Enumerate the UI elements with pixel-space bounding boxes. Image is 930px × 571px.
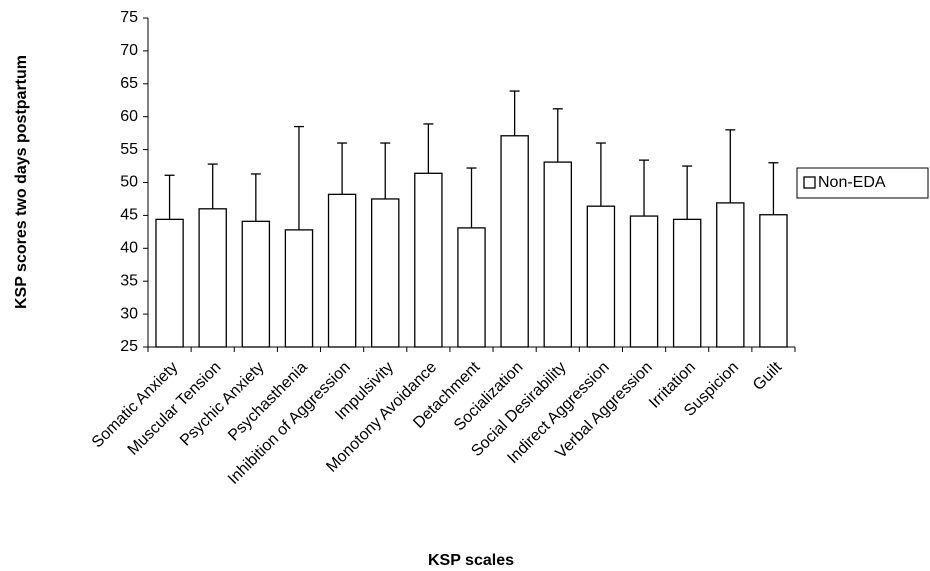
bar bbox=[759, 214, 788, 348]
bar bbox=[414, 172, 443, 348]
legend-box bbox=[796, 167, 929, 199]
y-tick-label: 55 bbox=[120, 141, 138, 158]
x-tick-label: Guilt bbox=[750, 358, 786, 394]
bar bbox=[457, 227, 486, 348]
bar bbox=[672, 218, 702, 348]
y-tick-label: 60 bbox=[120, 108, 138, 125]
legend-swatch bbox=[803, 176, 816, 189]
y-axis-title: KSP scores two days postpartum bbox=[13, 55, 30, 309]
y-tick-label: 70 bbox=[120, 42, 138, 59]
bar bbox=[716, 202, 745, 348]
y-tick-label: 35 bbox=[120, 272, 138, 289]
y-tick-label: 75 bbox=[120, 9, 138, 26]
bar bbox=[198, 208, 227, 348]
x-axis-title: KSP scales bbox=[428, 552, 514, 569]
bar bbox=[284, 229, 314, 348]
y-tick-label: 40 bbox=[120, 240, 138, 257]
y-tick-label: 65 bbox=[120, 75, 138, 92]
y-tick-label: 30 bbox=[120, 305, 138, 322]
bar bbox=[155, 218, 184, 348]
bar bbox=[629, 215, 659, 348]
bar bbox=[241, 220, 271, 348]
bar bbox=[500, 135, 529, 348]
bar bbox=[370, 198, 400, 348]
bar bbox=[586, 205, 616, 348]
y-tick-label: 50 bbox=[120, 174, 138, 191]
legend-label: Non-EDA bbox=[818, 174, 886, 191]
y-tick-label: 25 bbox=[120, 338, 138, 355]
bar bbox=[543, 161, 573, 348]
bar bbox=[327, 193, 357, 348]
y-tick-label: 45 bbox=[120, 207, 138, 224]
